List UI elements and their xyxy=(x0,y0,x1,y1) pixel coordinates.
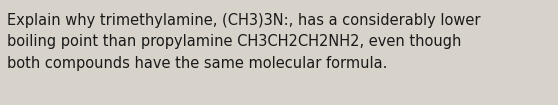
Text: Explain why trimethylamine, (CH3)3N:, has a considerably lower
boiling point tha: Explain why trimethylamine, (CH3)3N:, ha… xyxy=(7,13,481,71)
